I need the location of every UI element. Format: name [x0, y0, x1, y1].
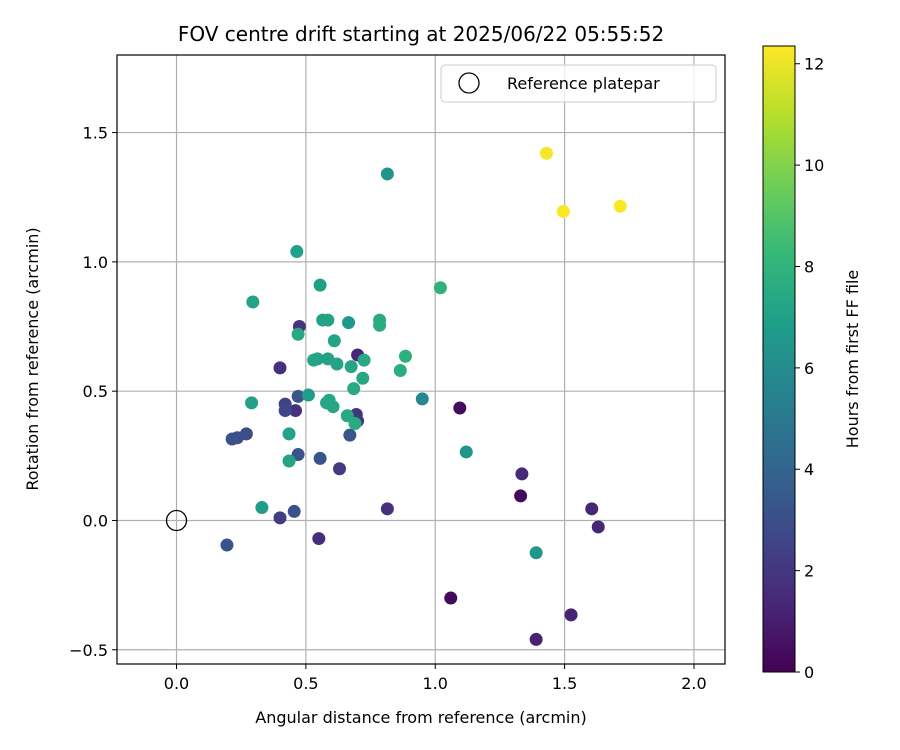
- plot-frame: [116, 54, 726, 665]
- legend-box: [440, 64, 717, 103]
- data-point: [311, 352, 325, 366]
- data-point: [246, 295, 260, 309]
- points-layer: [165, 146, 627, 646]
- x-tick-label: 1.0: [423, 674, 448, 693]
- colorbar-tick-label: 12: [804, 55, 824, 74]
- colorbar-label: Hours from first FF file: [843, 270, 862, 449]
- x-tick-label: 0.0: [164, 674, 189, 693]
- legend: Reference platepar: [440, 64, 717, 103]
- x-tick-label: 0.5: [293, 674, 318, 693]
- data-point: [415, 392, 429, 406]
- data-point: [321, 313, 335, 327]
- data-point: [357, 353, 371, 367]
- y-ticks: −0.5 0.0 0.5 1.0 1.5: [69, 124, 117, 660]
- data-point: [514, 489, 528, 503]
- chart-title: FOV centre drift starting at 2025/06/22 …: [178, 22, 664, 46]
- data-point: [289, 404, 303, 418]
- data-point: [398, 349, 412, 363]
- data-point: [373, 318, 387, 332]
- data-point: [301, 388, 315, 402]
- data-point: [539, 146, 553, 160]
- data-point: [312, 532, 326, 546]
- data-point: [330, 357, 344, 371]
- data-point: [347, 382, 361, 396]
- data-point: [564, 608, 578, 622]
- x-ticks: 0.0 0.5 1.0 1.5 2.0: [164, 664, 707, 693]
- data-point: [380, 502, 394, 516]
- data-point: [356, 371, 370, 385]
- x-axis-label: Angular distance from reference (arcmin): [255, 708, 586, 727]
- data-point: [459, 445, 473, 459]
- data-point: [342, 316, 356, 330]
- colorbar-tick-label: 4: [804, 460, 814, 479]
- legend-marker: [458, 72, 480, 94]
- grid: [117, 55, 725, 664]
- y-tick-label: −0.5: [69, 641, 108, 660]
- colorbar-tick-label: 10: [804, 156, 824, 175]
- data-point: [273, 511, 287, 525]
- colorbar-tick-label: 2: [804, 562, 814, 581]
- data-point: [291, 448, 305, 462]
- y-tick-label: 1.0: [83, 253, 108, 272]
- data-point: [591, 520, 605, 534]
- data-point: [393, 363, 407, 377]
- data-point: [245, 396, 259, 410]
- data-point: [225, 432, 239, 446]
- data-point: [529, 632, 543, 646]
- data-point: [613, 199, 627, 213]
- data-point: [326, 400, 340, 414]
- data-point: [529, 546, 543, 560]
- data-point: [282, 454, 296, 468]
- data-point: [291, 389, 305, 403]
- y-tick-label: 1.5: [83, 124, 108, 143]
- data-point: [327, 334, 341, 348]
- data-point: [444, 591, 458, 605]
- colorbar-tick-label: 8: [804, 257, 814, 276]
- colorbar-tick-label: 0: [804, 663, 814, 682]
- data-point: [433, 281, 447, 295]
- data-point: [556, 204, 570, 218]
- colorbar: 0 2 4 6 8 10 12 Hours from first FF file: [762, 45, 862, 682]
- x-tick-label: 2.0: [681, 674, 706, 693]
- y-tick-label: 0.5: [83, 382, 108, 401]
- data-point: [290, 245, 304, 259]
- colorbar-gradient: [762, 45, 796, 673]
- data-point: [333, 462, 347, 476]
- data-point: [255, 501, 269, 515]
- data-point: [282, 427, 296, 441]
- data-point: [313, 451, 327, 465]
- legend-entry: Reference platepar: [507, 74, 660, 93]
- data-point: [287, 504, 301, 518]
- data-point: [291, 327, 305, 341]
- x-tick-label: 1.5: [552, 674, 577, 693]
- data-point: [313, 278, 327, 292]
- y-tick-label: 0.0: [83, 511, 108, 530]
- colorbar-tick-label: 6: [804, 359, 814, 378]
- data-point: [380, 167, 394, 181]
- data-point: [278, 404, 292, 418]
- data-point: [348, 417, 362, 431]
- reference-marker: [165, 509, 188, 532]
- data-point: [344, 360, 358, 374]
- data-point: [220, 538, 234, 552]
- data-point: [343, 428, 357, 442]
- data-point: [273, 361, 287, 375]
- y-axis-label: Rotation from reference (arcmin): [23, 227, 42, 490]
- data-point: [453, 401, 467, 415]
- colorbar-ticks: 0 2 4 6 8 10 12: [795, 55, 824, 682]
- data-point: [515, 467, 529, 481]
- data-point: [585, 502, 599, 516]
